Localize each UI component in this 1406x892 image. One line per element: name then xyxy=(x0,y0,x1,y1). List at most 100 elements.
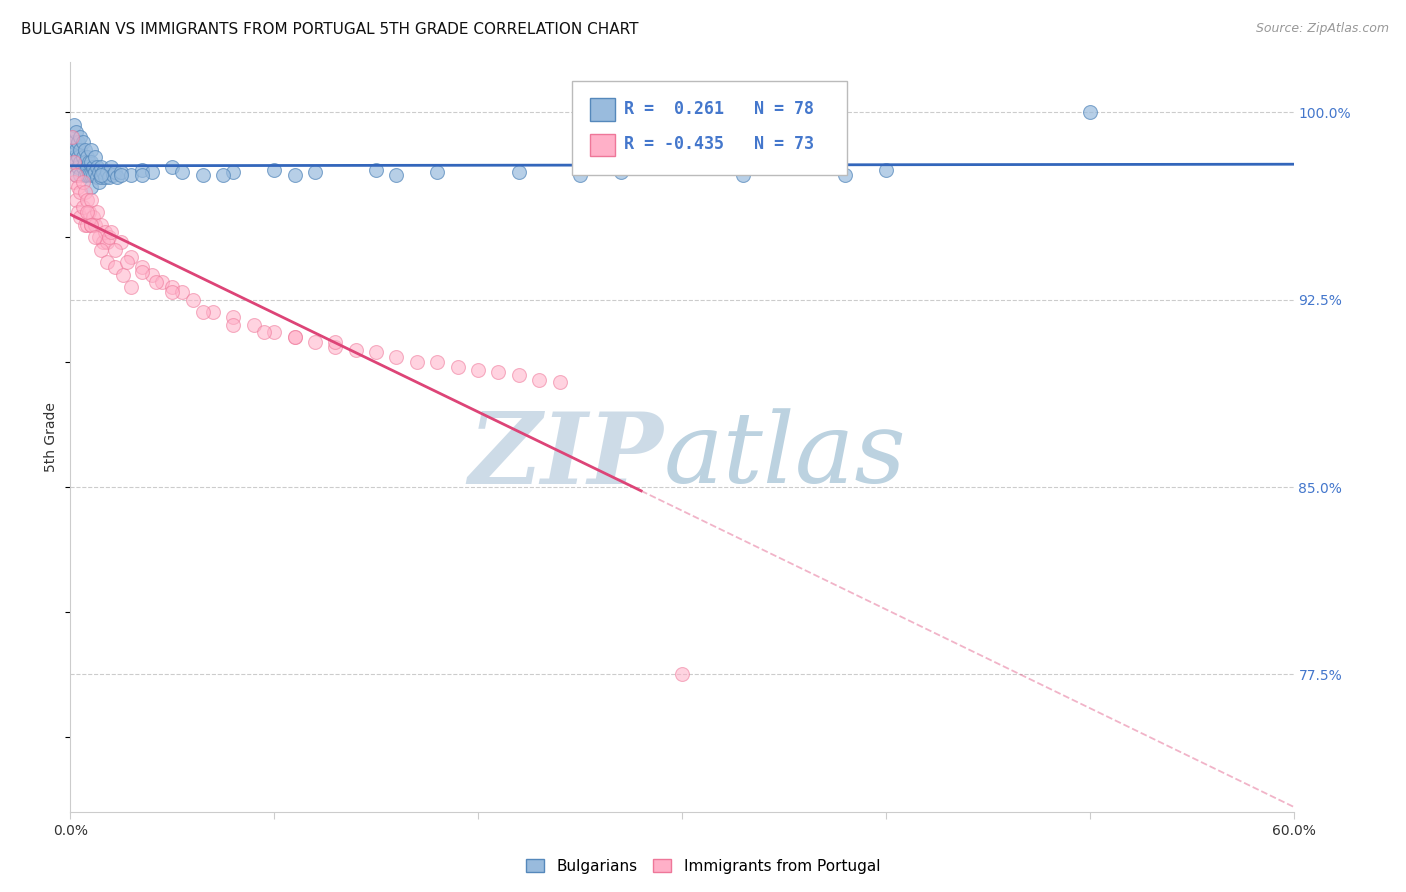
Point xyxy=(141,268,163,282)
Point xyxy=(304,335,326,350)
Point xyxy=(76,161,98,175)
Point xyxy=(162,161,183,175)
Point xyxy=(875,162,897,177)
Point xyxy=(82,211,104,225)
Point xyxy=(67,161,90,175)
Text: BULGARIAN VS IMMIGRANTS FROM PORTUGAL 5TH GRADE CORRELATION CHART: BULGARIAN VS IMMIGRANTS FROM PORTUGAL 5T… xyxy=(21,22,638,37)
Point xyxy=(568,168,592,182)
Point xyxy=(86,205,108,219)
Point xyxy=(191,168,214,182)
Point xyxy=(98,170,121,185)
Point xyxy=(121,250,143,264)
Point xyxy=(110,235,132,250)
Legend: Bulgarians, Immigrants from Portugal: Bulgarians, Immigrants from Portugal xyxy=(520,853,886,880)
Point xyxy=(110,165,132,179)
Point xyxy=(131,162,153,177)
Point xyxy=(79,193,103,207)
Point xyxy=(69,155,91,169)
Text: atlas: atlas xyxy=(664,409,907,503)
Point xyxy=(96,255,118,269)
Point xyxy=(202,305,225,319)
Point xyxy=(172,285,194,300)
Point xyxy=(467,362,489,376)
Point xyxy=(83,230,105,244)
Point xyxy=(91,235,114,250)
Point xyxy=(90,218,112,232)
Point xyxy=(834,168,856,182)
Point xyxy=(77,155,100,169)
Point xyxy=(104,165,127,179)
Point xyxy=(72,136,94,150)
Point xyxy=(121,168,143,182)
Point xyxy=(385,350,408,364)
Point xyxy=(76,168,98,182)
Point xyxy=(79,218,103,232)
Point xyxy=(426,165,449,179)
Point xyxy=(212,168,235,182)
Point xyxy=(67,180,90,194)
Point xyxy=(253,325,276,339)
Point xyxy=(90,170,112,185)
Point xyxy=(112,268,135,282)
FancyBboxPatch shape xyxy=(591,98,614,121)
Point xyxy=(73,155,96,169)
Point xyxy=(104,260,127,275)
Point xyxy=(83,165,105,179)
Y-axis label: 5th Grade: 5th Grade xyxy=(45,402,59,472)
Point xyxy=(60,130,83,145)
FancyBboxPatch shape xyxy=(572,81,846,175)
Point xyxy=(90,243,112,257)
Text: ZIP: ZIP xyxy=(468,408,664,504)
Point xyxy=(63,136,86,150)
Point xyxy=(406,355,429,369)
Point xyxy=(63,155,86,169)
Point xyxy=(94,170,117,185)
Point xyxy=(65,155,87,169)
Point xyxy=(79,168,103,182)
Point xyxy=(671,667,693,681)
Point xyxy=(60,130,83,145)
Point xyxy=(86,161,108,175)
Point xyxy=(121,280,143,294)
Point xyxy=(73,143,96,157)
Point xyxy=(1078,105,1101,120)
Point xyxy=(86,170,108,185)
Point xyxy=(76,205,98,219)
Point xyxy=(100,161,122,175)
Point xyxy=(96,165,118,179)
Point xyxy=(172,165,194,179)
Point xyxy=(117,255,139,269)
Point xyxy=(63,118,86,132)
Point xyxy=(131,265,153,279)
Point xyxy=(110,168,132,182)
Point xyxy=(385,168,408,182)
Point xyxy=(69,143,91,157)
Point xyxy=(181,293,204,307)
Point xyxy=(366,345,388,359)
Point xyxy=(87,175,110,189)
Text: R =  0.261   N = 78: R = 0.261 N = 78 xyxy=(624,100,814,118)
Point xyxy=(508,165,530,179)
Point xyxy=(79,218,103,232)
Point xyxy=(69,186,91,200)
Point xyxy=(76,193,98,207)
Point xyxy=(73,218,96,232)
Point xyxy=(82,168,104,182)
Point xyxy=(67,150,90,164)
Point xyxy=(222,310,245,325)
Point xyxy=(366,162,388,177)
Point xyxy=(447,360,470,375)
Point xyxy=(87,165,110,179)
Point xyxy=(508,368,530,382)
Point xyxy=(65,193,87,207)
Point xyxy=(69,130,91,145)
Point xyxy=(72,161,94,175)
Text: Source: ZipAtlas.com: Source: ZipAtlas.com xyxy=(1256,22,1389,36)
Text: R = -0.435   N = 73: R = -0.435 N = 73 xyxy=(624,135,814,153)
Point xyxy=(150,275,173,289)
Point xyxy=(65,143,87,157)
Point xyxy=(60,143,83,157)
Point xyxy=(323,340,347,354)
Point xyxy=(222,318,245,332)
Point xyxy=(162,280,183,294)
